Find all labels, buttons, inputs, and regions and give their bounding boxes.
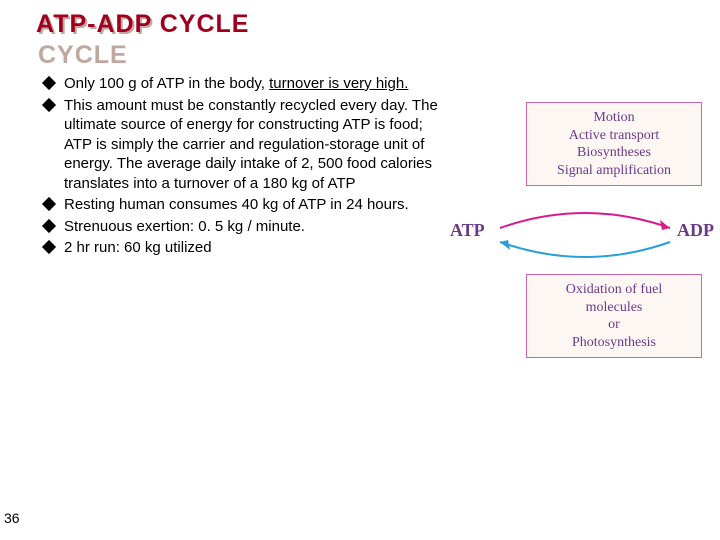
bullet-text: Resting human consumes 40 kg of ATP in 2… [64, 195, 409, 215]
diagram-box-line: Active transport [531, 127, 697, 145]
list-item: Resting human consumes 40 kg of ATP in 2… [44, 195, 448, 215]
adp-label: ADP [677, 220, 714, 241]
page-number: 36 [4, 510, 20, 526]
atp-adp-diagram: Motion Active transport Biosyntheses Sig… [448, 102, 714, 362]
cycle-arrows-icon [490, 206, 680, 264]
atp-label: ATP [450, 220, 485, 241]
diamond-bullet-icon [42, 197, 56, 211]
list-item: Only 100 g of ATP in the body, turnover … [44, 74, 448, 94]
slide-title: ATP-ADP CYCLE ATP-ADP CYCLE [36, 10, 249, 39]
diagram-box-line: Photosynthesis [531, 334, 697, 352]
diamond-bullet-icon [42, 97, 56, 111]
diamond-bullet-icon [42, 240, 56, 254]
list-item: This amount must be constantly recycled … [44, 96, 448, 194]
slide: ATP-ADP CYCLE ATP-ADP CYCLE Only 100 g o… [0, 0, 720, 540]
bullet-list: Only 100 g of ATP in the body, turnover … [44, 74, 448, 260]
diagram-box-line: Biosyntheses [531, 144, 697, 162]
diamond-bullet-icon [42, 76, 56, 90]
list-item: Strenuous exertion: 0. 5 kg / minute. [44, 217, 448, 237]
list-item: 2 hr run: 60 kg utilized [44, 238, 448, 258]
bullet-text: This amount must be constantly recycled … [64, 96, 448, 194]
diagram-bottom-box: Oxidation of fuel molecules or Photosynt… [526, 274, 702, 358]
bullet-text: Strenuous exertion: 0. 5 kg / minute. [64, 217, 305, 237]
diamond-bullet-icon [42, 218, 56, 232]
bullet-text: 2 hr run: 60 kg utilized [64, 238, 212, 258]
bullet-text: Only 100 g of ATP in the body, turnover … [64, 74, 408, 94]
diagram-top-box: Motion Active transport Biosyntheses Sig… [526, 102, 702, 186]
diagram-box-line: Oxidation of fuel [531, 281, 697, 299]
diagram-box-line: or [531, 316, 697, 334]
diagram-box-line: Motion [531, 109, 697, 127]
diagram-box-line: molecules [531, 299, 697, 317]
title-text: ATP-ADP CYCLE [36, 10, 249, 38]
diagram-box-line: Signal amplification [531, 162, 697, 180]
